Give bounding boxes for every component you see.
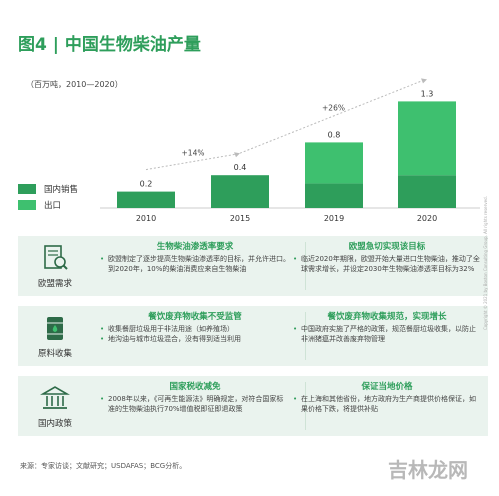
bar-2015-domestic [211,175,269,208]
panel-left-heading: 生物柴油渗透率要求 [156,242,234,252]
list-item: 2008年以来，《可再生能源法》明确规定，对符合国家标准的生物柴油执行70%增值… [100,394,290,414]
panel-category-label: 原料收集 [37,349,72,359]
panel-eu-demand: 欧盟需求 生物柴油渗透率要求 欧盟制定了逐步提高生物柴油渗透率的目标，并允许进口… [18,236,488,296]
magnifier-document-icon [44,245,68,270]
growth-arrow-2015-2020-label: +26% [322,103,345,112]
list-item: 在上海和其他省份，地方政府为生产商提供价格保证，如果价格下跌，将提供补贴 [293,394,481,414]
list-item: 欧盟制定了逐步提高生物柴油渗透率的目标，并允许进口。到2020年，10%的柴油消… [100,254,290,274]
page-title: 图4 | 中国生物柴油产量 [18,35,201,55]
panel-right-heading: 保证当地价格 [361,382,413,392]
panel-right-column: 欧盟急切实现该目标 临近2020年期限，欧盟开始大量进口生物柴油，推动了全球需求… [293,240,481,274]
panel-left-heading: 国家税收减免 [169,382,221,392]
legend-item-export: 出口 [18,197,78,213]
x-tick-label: 2020 [417,214,437,223]
bar-2020-domestic [398,175,456,208]
bar-2020-export [398,101,456,176]
panel-category: 欧盟需求 [18,236,92,296]
government-building-icon [40,386,70,409]
legend-swatch-domestic [18,184,36,194]
legend-label-domestic: 国内销售 [44,185,79,195]
panel-category-label: 国内政策 [37,419,72,429]
x-tick-label: 2019 [324,214,344,223]
legend-label-export: 出口 [44,201,62,211]
data-label-total: 0.4 [234,163,247,172]
legend-swatch-export [18,200,36,210]
growth-arrow-2010-2015-label: +14% [182,148,205,157]
panel-left-column: 国家税收减免 2008年以来，《可再生能源法》明确规定，对符合国家标准的生物柴油… [100,380,290,414]
list-item: 中国政府实施了严格的政策，规范餐厨垃圾收集，以防止非洲猪瘟并改善废弃物管理 [293,324,481,344]
legend: 国内销售 出口 [18,181,78,213]
panel-category-label: 欧盟需求 [37,279,72,289]
panel-feedstock-collection: 原料收集 餐饮废弃物收集不受监管 收集餐厨垃圾用于非法用途（如养殖场） 地沟油与… [18,306,488,366]
unit-label: （百万吨，2010—2020） [26,80,123,89]
panel-category: 原料收集 [18,306,92,366]
x-tick-label: 2010 [136,214,156,223]
panel-left-column: 餐饮废弃物收集不受监管 收集餐厨垃圾用于非法用途（如养殖场） 地沟油与城市垃圾混… [100,310,290,344]
panel-right-column: 保证当地价格 在上海和其他省份，地方政府为生产商提供价格保证，如果价格下跌，将提… [293,380,481,414]
bar-2019-export [305,142,363,184]
legend-item-domestic: 国内销售 [18,181,78,197]
copyright-note: Copyright © 2021 by Boston Consulting Gr… [483,196,488,330]
panel-left-column: 生物柴油渗透率要求 欧盟制定了逐步提高生物柴油渗透率的目标，并允许进口。到202… [100,240,290,274]
growth-arrow-2010-2015-line [145,153,237,171]
bar-2019-domestic [305,183,363,208]
panel-left-heading: 餐饮废弃物收集不受监管 [148,312,242,322]
x-tick-label: 2015 [230,214,250,223]
list-item: 收集餐厨垃圾用于非法用途（如养殖场） [100,324,290,334]
oil-barrel-icon [47,317,63,340]
data-label-total: 0.2 [140,180,153,189]
panel-domestic-policy: 国内政策 国家税收减免 2008年以来，《可再生能源法》明确规定，对符合国家标准… [18,376,488,436]
growth-arrow-2015-2020-line [239,79,424,154]
panel-right-heading: 餐饮废弃物收集规范，实现增长 [327,312,447,322]
watermark-logo: 吉林龙网 [388,458,468,482]
growth-arrow-2010-2015-arrowhead [234,152,240,158]
list-item: 临近2020年期限，欧盟开始大量进口生物柴油，推动了全球需求增长，并设定2030… [293,254,481,274]
data-label-total: 0.8 [328,130,341,139]
list-item: 地沟油与城市垃圾混合，没有得到适当利用 [100,334,290,344]
bar-2010-domestic [117,191,175,208]
stacked-bar-chart: 0.2 2010 0.4 2015 0.8 2019 1.3 2020 +14% +26% [100,78,480,223]
panel-category: 国内政策 [18,376,92,436]
growth-arrow-2015-2020-arrowhead [421,78,427,84]
data-label-total: 1.3 [421,89,434,98]
panel-right-heading: 欧盟急切实现该目标 [348,242,426,252]
panel-right-column: 餐饮废弃物收集规范，实现增长 中国政府实施了严格的政策，规范餐厨垃圾收集，以防止… [293,310,481,344]
source-note: 来源：专家访谈；文献研究；USDAFAS；BCG分析。 [20,462,187,470]
